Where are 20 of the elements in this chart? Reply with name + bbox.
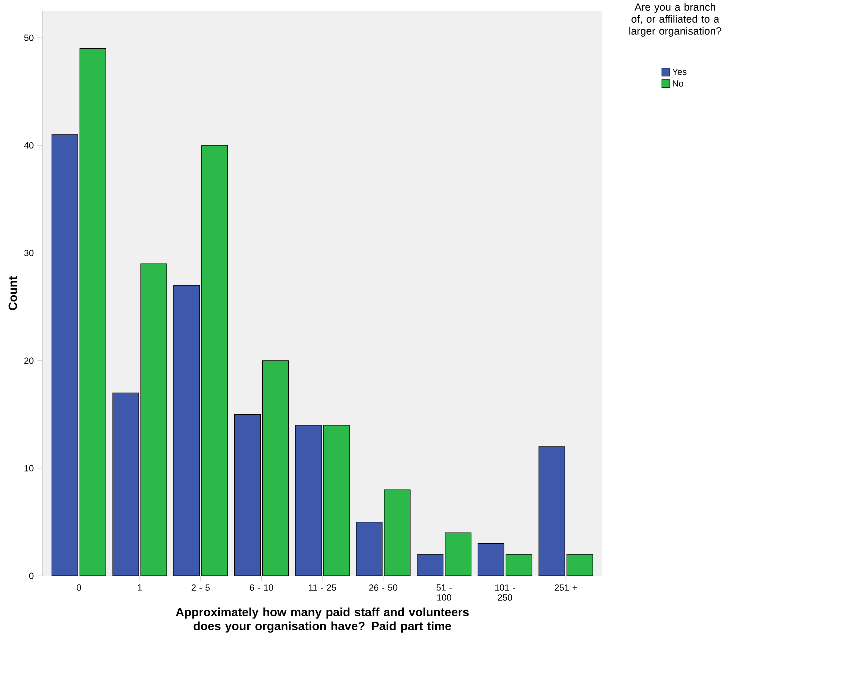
x-axis-title: Approximately how many paid staff and volunteers does your organisation have? Paid part time — [176, 608, 469, 633]
y-tick-label: 20 — [24, 358, 34, 364]
x-tick-label: 101 - 250 — [495, 584, 516, 601]
legend-title: Are you a branch of, or affiliated to a larger organisation? — [630, 3, 722, 37]
y-tick-label: 50 — [24, 34, 34, 42]
y-tick-label: 40 — [24, 142, 34, 149]
y-tick-label: 0 — [29, 572, 34, 580]
x-tick-label: 11 - 25 — [309, 584, 336, 591]
x-tick-label: 2 - 5 — [192, 584, 210, 591]
y-tick-label: 30 — [24, 250, 34, 256]
x-tick-label: 51 - 100 — [436, 584, 452, 601]
x-tick-label: 26 - 50 — [369, 584, 398, 591]
x-tick-label: 6 - 10 — [250, 584, 274, 591]
x-tick-label: 1 — [138, 584, 142, 591]
legend-label: Yes — [672, 68, 687, 76]
legend-label: No — [673, 80, 684, 87]
y-axis-title: Count — [8, 276, 18, 310]
x-tick-label: 251 + — [554, 584, 578, 591]
x-tick-label: 0 — [76, 584, 82, 591]
y-tick-label: 10 — [24, 465, 34, 472]
